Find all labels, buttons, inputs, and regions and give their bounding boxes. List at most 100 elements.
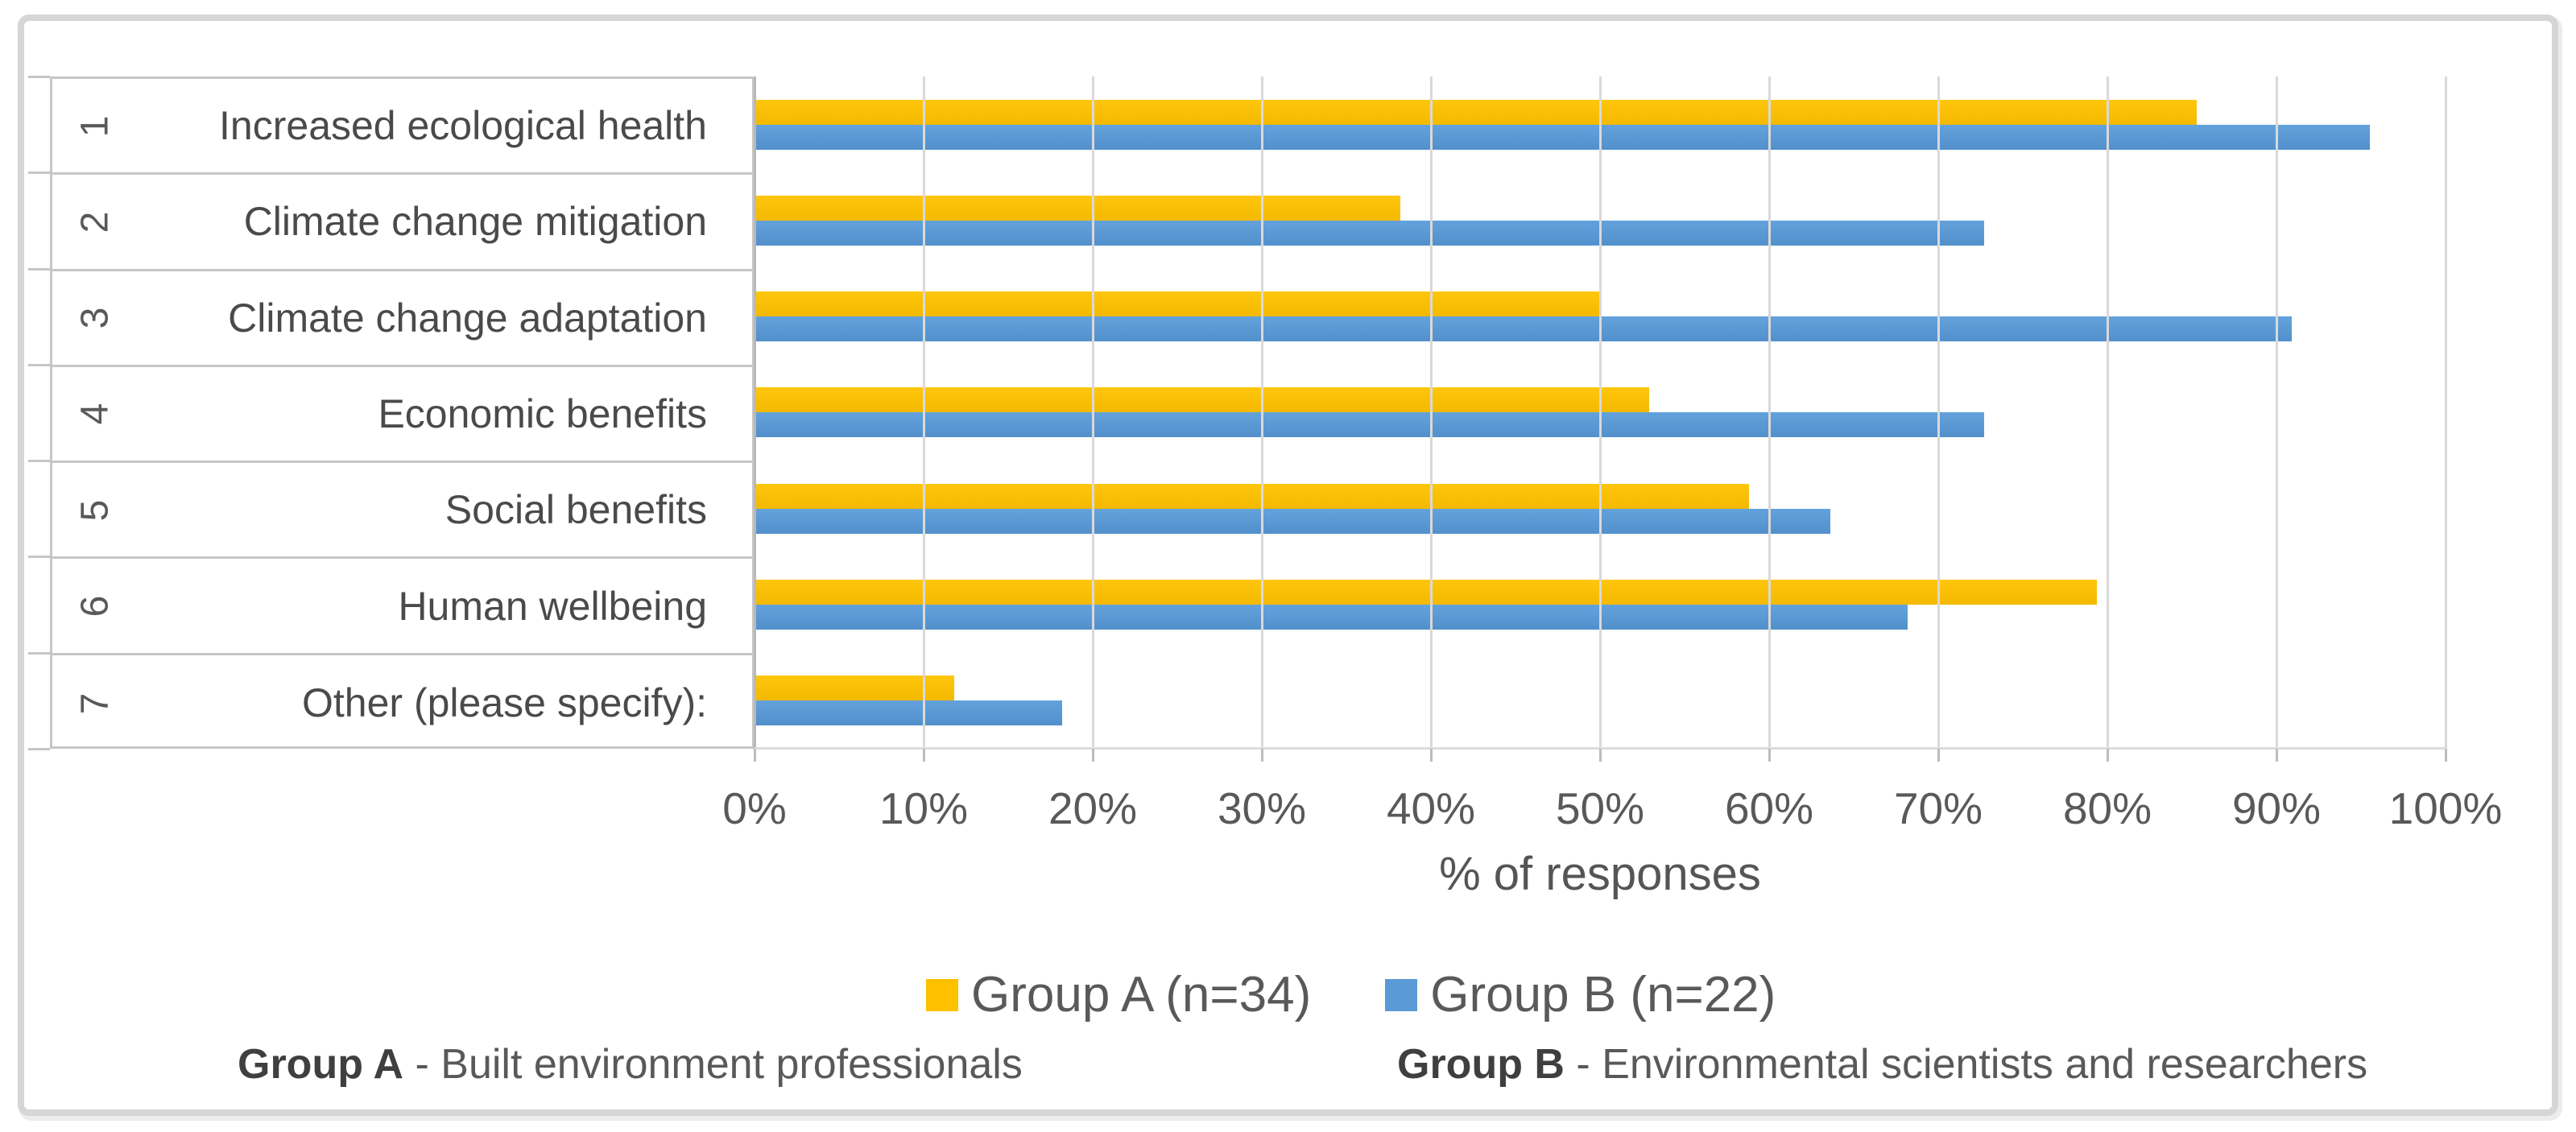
value-axis-tick bbox=[2445, 749, 2447, 762]
category-number: 1 bbox=[72, 114, 116, 137]
category-number: 6 bbox=[72, 594, 116, 618]
gridline bbox=[2445, 76, 2447, 749]
bar-group-a bbox=[755, 675, 954, 701]
category-label: Human wellbeing bbox=[398, 583, 707, 629]
category-label: Increased ecological health bbox=[219, 103, 707, 149]
value-axis-tick bbox=[1092, 749, 1094, 762]
category-axis-tick bbox=[28, 267, 50, 271]
bar-group-b bbox=[755, 124, 2370, 150]
bar-cluster bbox=[755, 461, 2446, 556]
value-axis-tick bbox=[1937, 749, 1940, 762]
gridline bbox=[1092, 76, 1094, 749]
x-tick-label: 10% bbox=[879, 783, 969, 833]
legend-swatch bbox=[926, 978, 958, 1011]
x-tick-label: 0% bbox=[722, 783, 787, 833]
category-label: Economic benefits bbox=[378, 390, 707, 436]
x-tick-label: 50% bbox=[1555, 783, 1645, 833]
category-axis-tick bbox=[28, 651, 50, 655]
bar-group-b bbox=[755, 316, 2292, 342]
category-table: 1 Increased ecological health 2 Climate cha… bbox=[50, 76, 755, 749]
category-number: 5 bbox=[72, 498, 116, 522]
legend-item-group-a: Group A (n=34) bbox=[926, 966, 1311, 1023]
footnote-group-a: Group A - Built environment professional… bbox=[238, 1040, 1023, 1089]
bar-group-b bbox=[755, 508, 1830, 534]
bar-cluster bbox=[755, 76, 2446, 172]
gridline bbox=[1599, 76, 1602, 749]
category-number-cell: 1 bbox=[52, 104, 137, 148]
category-number-cell: 6 bbox=[52, 584, 137, 628]
x-tick-label: 60% bbox=[1724, 783, 1814, 833]
category-axis-line bbox=[754, 76, 756, 749]
legend: Group A (n=34) Group B (n=22) bbox=[926, 966, 1776, 1023]
bar-group-a bbox=[755, 580, 2098, 605]
footnote-group-b-text: - Environmental scientists and researche… bbox=[1564, 1041, 2368, 1088]
value-axis-tick bbox=[923, 749, 925, 762]
category-number-cell: 2 bbox=[52, 200, 137, 244]
x-tick-label: 20% bbox=[1048, 783, 1138, 833]
gridline bbox=[923, 76, 925, 749]
value-axis-tick bbox=[754, 749, 756, 762]
x-tick-label: 40% bbox=[1386, 783, 1476, 833]
bar-group-b bbox=[755, 605, 1908, 630]
bar-group-a bbox=[755, 195, 1401, 221]
plot-area bbox=[754, 76, 2447, 749]
category-axis-tick bbox=[28, 171, 50, 175]
category-row: 7 Other (please specify): bbox=[52, 655, 752, 751]
value-axis-line bbox=[755, 747, 2446, 750]
x-tick-label: 70% bbox=[1893, 783, 1983, 833]
value-axis-tick bbox=[1261, 749, 1263, 762]
category-number: 3 bbox=[72, 306, 116, 329]
x-tick-label: 30% bbox=[1217, 783, 1307, 833]
bar-cluster bbox=[755, 365, 2446, 461]
value-axis-tick bbox=[2276, 749, 2278, 762]
gridline bbox=[1768, 76, 1771, 749]
category-row: 2 Climate change mitigation bbox=[52, 175, 752, 271]
legend-label: Group B (n=22) bbox=[1430, 967, 1776, 1023]
bar-group-a bbox=[755, 99, 2198, 125]
x-axis-title: % of responses bbox=[1439, 848, 1761, 900]
category-label: Climate change mitigation bbox=[243, 199, 707, 245]
bar-group-a bbox=[755, 291, 1600, 317]
category-number-cell: 4 bbox=[52, 391, 137, 436]
value-axis-tick bbox=[1768, 749, 1771, 762]
gridline bbox=[1937, 76, 1940, 749]
value-axis-tick bbox=[1430, 749, 1433, 762]
bar-cluster bbox=[755, 172, 2446, 268]
bar-group-b bbox=[755, 700, 1063, 726]
legend-label: Group A (n=34) bbox=[971, 967, 1312, 1023]
category-axis-tick bbox=[28, 76, 50, 78]
category-number: 4 bbox=[72, 403, 116, 425]
category-axis-tick bbox=[28, 748, 50, 750]
category-row: 6 Human wellbeing bbox=[52, 559, 752, 655]
bar-group-a bbox=[755, 387, 1649, 413]
gridline bbox=[1430, 76, 1433, 749]
legend-item-group-b: Group B (n=22) bbox=[1385, 966, 1776, 1023]
value-axis-tick bbox=[2107, 749, 2109, 762]
category-label: Social benefits bbox=[444, 487, 707, 533]
x-tick-label: 90% bbox=[2231, 783, 2322, 833]
legend-swatch bbox=[1385, 978, 1418, 1011]
category-number-cell: 3 bbox=[52, 295, 137, 340]
category-number-cell: 7 bbox=[52, 681, 137, 725]
category-label: Other (please specify): bbox=[302, 680, 707, 726]
footnote-group-b: Group B - Environmental scientists and r… bbox=[1397, 1040, 2367, 1089]
footnote-group-b-bold: Group B bbox=[1397, 1041, 1565, 1088]
bar-cluster bbox=[755, 556, 2446, 652]
gridline bbox=[2276, 76, 2278, 749]
x-tick-label: 100% bbox=[2388, 783, 2503, 833]
category-row: 3 Climate change adaptation bbox=[52, 271, 752, 367]
category-axis-tick bbox=[28, 556, 50, 559]
x-tick-label: 80% bbox=[2062, 783, 2152, 833]
bar-cluster bbox=[755, 269, 2446, 365]
footnote-group-a-bold: Group A bbox=[238, 1041, 404, 1088]
category-number-cell: 5 bbox=[52, 488, 137, 532]
category-number: 7 bbox=[72, 692, 116, 715]
category-row: 5 Social benefits bbox=[52, 463, 752, 560]
category-axis-tick bbox=[28, 460, 50, 463]
category-row: 4 Economic benefits bbox=[52, 367, 752, 464]
bar-group-a bbox=[755, 483, 1749, 509]
gridline bbox=[2107, 76, 2109, 749]
bar-cluster bbox=[755, 653, 2446, 749]
bar-group-b bbox=[755, 220, 1984, 246]
